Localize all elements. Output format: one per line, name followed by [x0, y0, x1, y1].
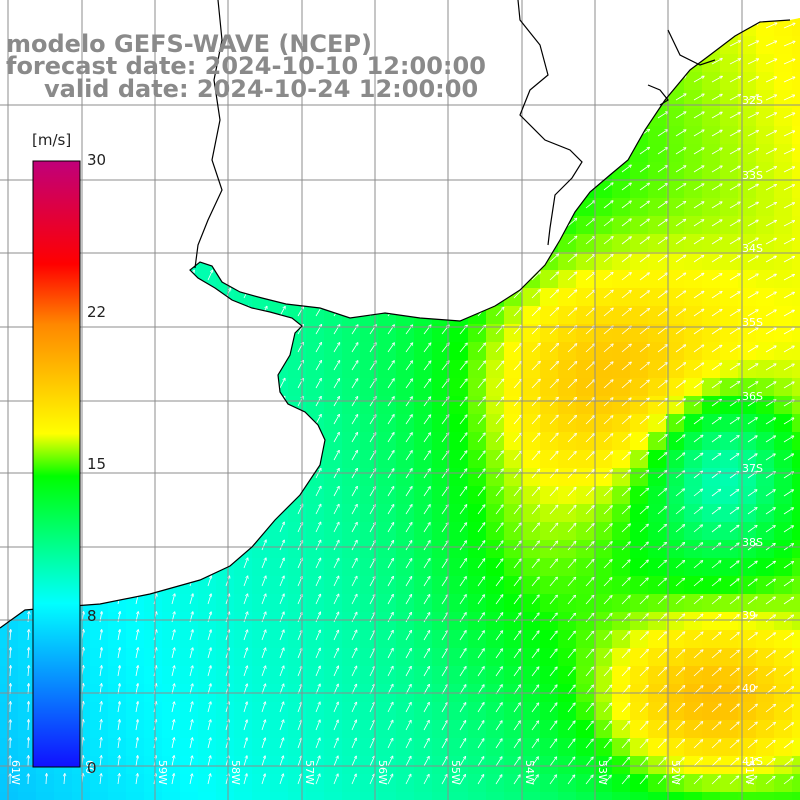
latitude-label: 34S: [742, 242, 763, 255]
longitude-label: 58W: [229, 760, 242, 785]
longitude-label: 56W: [376, 760, 389, 785]
longitude-label: 60: [83, 760, 96, 774]
colorbar-tick-15: 15: [87, 455, 107, 473]
latitude-label: 36S: [742, 390, 763, 403]
longitude-label: 51W: [743, 760, 756, 785]
colorbar: [32, 160, 81, 768]
colorbar-unit: [m/s]: [32, 131, 72, 149]
colorbar-tick-22: 22: [87, 303, 107, 321]
latitude-label: 38S: [742, 536, 763, 549]
latitude-label: 40: [742, 682, 756, 695]
colorbar-tick-8: 8: [87, 607, 97, 625]
latitude-label: 37S: [742, 462, 763, 475]
coastline: [0, 0, 791, 629]
latitude-label: 32S: [742, 94, 763, 107]
colorbar-tick-0: 0: [87, 759, 97, 777]
longitude-label: 59W: [156, 760, 169, 785]
longitude-label: 53W: [596, 760, 609, 785]
longitude-label: 57W: [303, 760, 316, 785]
longitude-label: 54W: [523, 760, 536, 785]
latitude-label: 41S: [742, 755, 763, 768]
colorbar-tick-30: 30: [87, 151, 107, 169]
longitude-label: 52W: [669, 760, 682, 785]
latitude-label: 39: [742, 609, 756, 622]
valid-date: valid date: 2024-10-24 12:00:00: [44, 75, 479, 103]
longitude-label: 61W: [9, 760, 22, 785]
latitude-label: 33S: [742, 169, 763, 182]
latitude-label: 35S: [742, 316, 763, 329]
longitude-label: 55W: [449, 760, 462, 785]
model-title: modelo GEFS-WAVE (NCEP): [6, 30, 372, 58]
forecast-date: forecast date: 2024-10-10 12:00:00: [6, 52, 486, 80]
